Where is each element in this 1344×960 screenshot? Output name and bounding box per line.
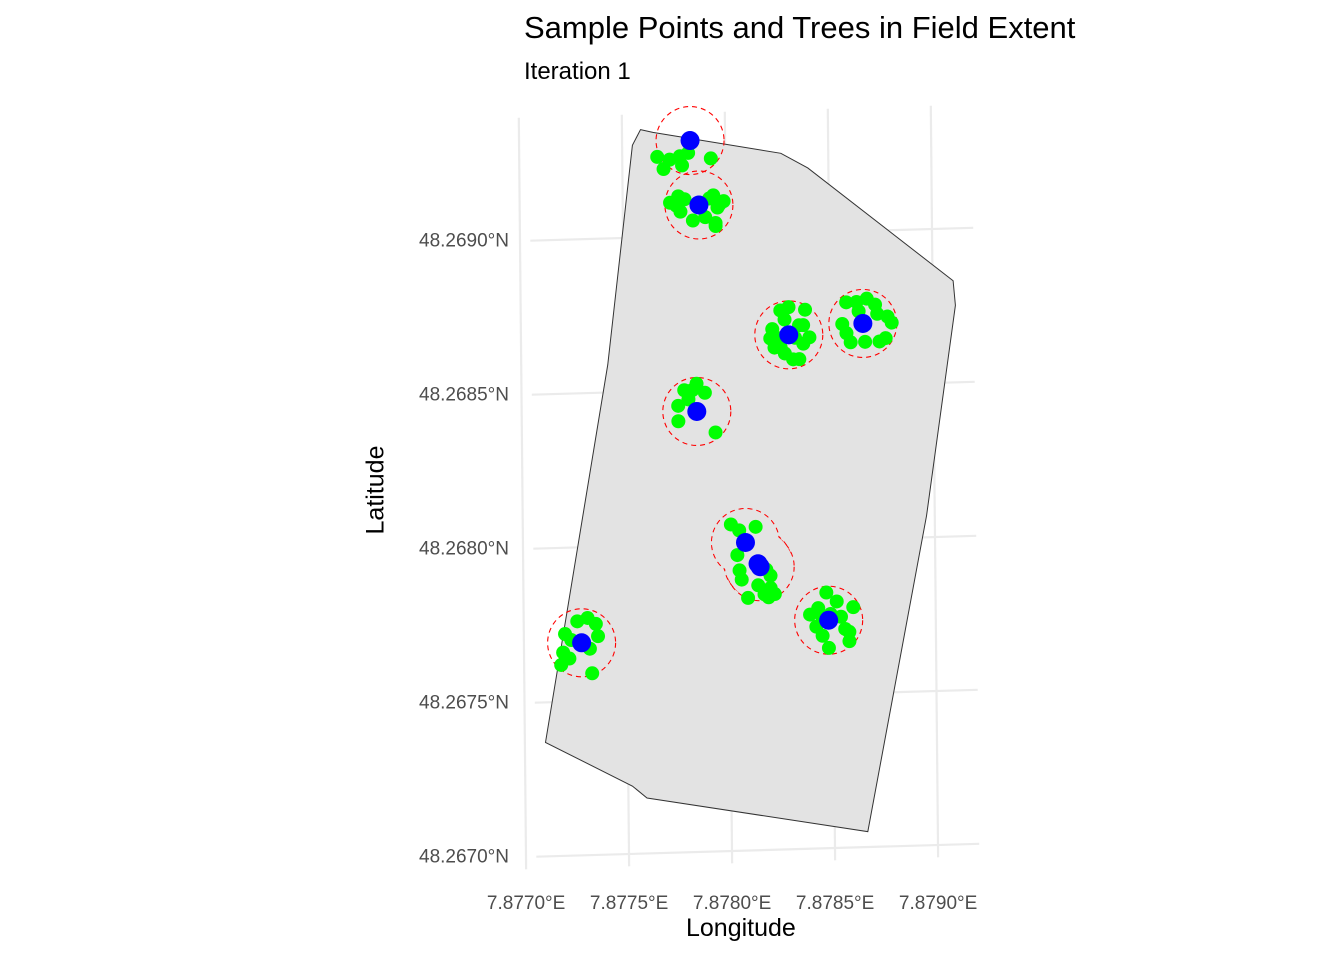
tree-point bbox=[819, 585, 834, 600]
sample-point bbox=[779, 325, 799, 345]
tree-point bbox=[858, 334, 873, 349]
sample-buffer bbox=[655, 105, 725, 176]
tree-point bbox=[656, 162, 671, 177]
sample-point bbox=[819, 610, 839, 630]
y-tick-label: 48.2690°N bbox=[419, 231, 509, 252]
tree-point bbox=[763, 331, 778, 346]
tree-point bbox=[761, 590, 776, 605]
tree-point bbox=[781, 300, 796, 315]
sample-point bbox=[680, 131, 700, 151]
x-tick-label: 7.8785°E bbox=[796, 893, 874, 914]
x-tick-label: 7.8790°E bbox=[899, 893, 977, 914]
tree-point bbox=[870, 306, 885, 321]
sample-buffer bbox=[662, 376, 732, 447]
chart-title: Sample Points and Trees in Field Extent bbox=[524, 10, 1076, 45]
tree-point bbox=[697, 385, 712, 400]
tree-point bbox=[671, 414, 686, 429]
tree-point bbox=[650, 149, 665, 164]
sample-point bbox=[750, 557, 770, 577]
tree-point bbox=[815, 628, 830, 643]
tree-point bbox=[842, 634, 857, 649]
tree-point bbox=[708, 425, 723, 440]
sample-point bbox=[689, 195, 709, 215]
sample-buffer bbox=[794, 585, 864, 655]
tree-point bbox=[802, 330, 817, 345]
tree-point bbox=[777, 312, 792, 327]
tree-point bbox=[734, 572, 749, 587]
tree-point bbox=[773, 340, 788, 355]
sample-buffer bbox=[723, 529, 793, 599]
tree-point bbox=[689, 376, 704, 391]
tree-point bbox=[748, 519, 763, 534]
tree-point bbox=[730, 548, 745, 563]
grid-line-y bbox=[536, 842, 980, 858]
x-tick-label: 7.8780°E bbox=[693, 893, 771, 914]
sample-buffer bbox=[547, 608, 617, 678]
y-tick-label: 48.2675°N bbox=[419, 693, 509, 714]
tree-point bbox=[685, 213, 700, 228]
y-tick-label: 48.2685°N bbox=[419, 385, 509, 406]
field-extent bbox=[544, 129, 956, 833]
tree-point bbox=[798, 302, 813, 317]
tree-point bbox=[708, 219, 723, 234]
tree-point bbox=[792, 352, 807, 367]
sample-point bbox=[735, 533, 755, 553]
y-tick-label: 48.2680°N bbox=[419, 539, 509, 560]
field-polygon bbox=[544, 129, 956, 833]
y-axis-label: Latitude bbox=[361, 445, 390, 535]
tree-point bbox=[558, 627, 573, 642]
tree-point bbox=[884, 315, 899, 330]
grid-line-x bbox=[929, 105, 940, 858]
chart-subtitle: Iteration 1 bbox=[524, 58, 631, 85]
tree-point bbox=[829, 594, 844, 609]
tree-point bbox=[585, 666, 600, 681]
sample-buffer bbox=[664, 170, 734, 240]
x-axis-label: Longitude bbox=[686, 914, 796, 942]
tree-point bbox=[591, 629, 606, 644]
tree-point bbox=[796, 318, 811, 333]
tree-point bbox=[843, 335, 858, 350]
sample-point bbox=[687, 401, 707, 421]
tree-point bbox=[839, 295, 854, 310]
tree-point bbox=[671, 189, 686, 204]
tree-point bbox=[675, 158, 690, 173]
sample-buffer bbox=[710, 507, 781, 578]
tree-point bbox=[562, 651, 577, 666]
y-tick-label: 48.2670°N bbox=[419, 847, 509, 868]
tree-point bbox=[846, 600, 861, 615]
sample-buffer bbox=[754, 300, 824, 370]
tree-point bbox=[741, 590, 756, 605]
tree-point bbox=[703, 151, 718, 166]
tree-point bbox=[821, 640, 836, 655]
sample-buffer bbox=[725, 532, 795, 602]
sample-point bbox=[572, 633, 592, 653]
tree-point bbox=[835, 317, 850, 332]
tree-point bbox=[681, 392, 696, 407]
x-tick-label: 7.8775°E bbox=[590, 893, 668, 914]
tree-points bbox=[554, 145, 899, 681]
tree-point bbox=[588, 616, 603, 631]
tree-point bbox=[878, 331, 893, 346]
sample-point bbox=[853, 313, 873, 333]
tree-point bbox=[671, 398, 686, 413]
x-tick-label: 7.8770°E bbox=[487, 893, 565, 914]
tick-labels: 7.8770°E 7.8775°E 7.8780°E 7.8785°E 7.8790°E… bbox=[419, 231, 977, 914]
grid-line-x bbox=[517, 117, 528, 870]
sample-points bbox=[572, 131, 873, 653]
tree-point bbox=[716, 194, 731, 209]
